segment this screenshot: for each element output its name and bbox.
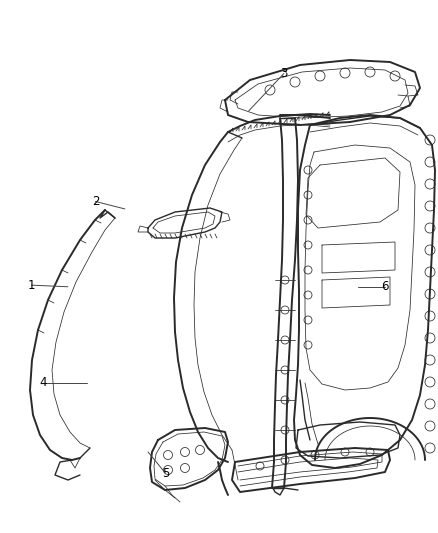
- Text: 6: 6: [381, 280, 389, 293]
- Text: 1: 1: [28, 279, 35, 292]
- Text: 3: 3: [280, 67, 287, 80]
- Text: 2: 2: [92, 195, 99, 208]
- Text: 5: 5: [162, 467, 169, 480]
- Text: 4: 4: [39, 376, 47, 389]
